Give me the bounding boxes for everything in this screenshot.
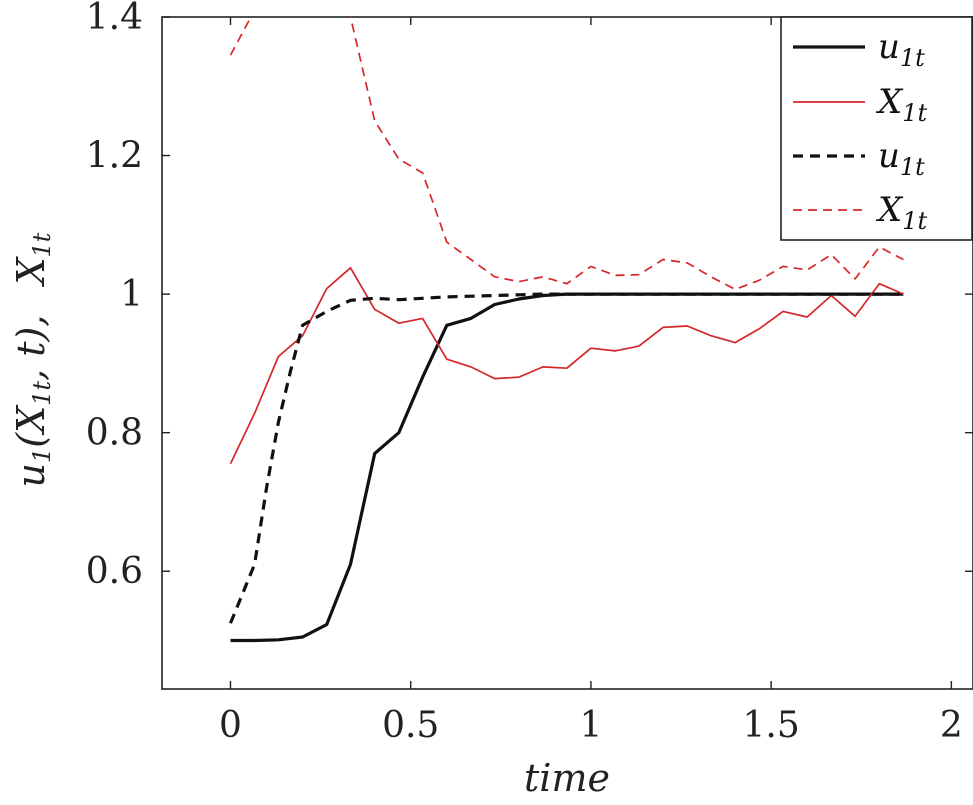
y-tick-label: 1.2	[86, 136, 143, 177]
x-tick-label: 0.5	[382, 705, 439, 746]
x-axis-label: time	[524, 756, 610, 800]
y-tick-label: 0.8	[86, 413, 143, 454]
series-line-4	[229, 17, 904, 291]
x-tick-label: 1	[579, 705, 602, 746]
y-tick-label: 1	[120, 274, 143, 315]
y-axis-label: u1(X1t, t),X1t	[9, 232, 56, 487]
legend-label-3: u1t	[878, 136, 925, 181]
legend: u1t X1t u1t X1t	[780, 16, 973, 241]
y-label-sub: 1	[28, 448, 56, 463]
series-line-3	[229, 292, 904, 624]
y-label-args-open: (X	[9, 404, 53, 448]
y-label-args-close: , t),	[9, 315, 53, 381]
y-label-main: u	[9, 463, 53, 487]
series-line-1	[230, 292, 904, 643]
legend-label-2: X1t	[875, 82, 927, 127]
y-label-args-sub: 1t	[28, 381, 56, 406]
series-line-2	[229, 266, 904, 465]
series-layer	[229, 17, 904, 643]
y-label-second-main: X	[9, 256, 53, 288]
legend-box	[780, 16, 973, 241]
y-tick-label: 0.6	[86, 551, 143, 592]
plot-frame	[161, 16, 973, 690]
legend-label-1: u1t	[878, 27, 925, 72]
legend-entries: u1t X1t u1t X1t	[793, 27, 927, 235]
x-tick-label: 2	[940, 705, 963, 746]
x-tick-label: 1.5	[743, 705, 800, 746]
y-label-second-sub: 1t	[28, 232, 56, 257]
legend-label-4: X1t	[875, 190, 927, 235]
x-tick-label: 0	[219, 705, 242, 746]
y-tick-label: 1.4	[86, 0, 143, 38]
